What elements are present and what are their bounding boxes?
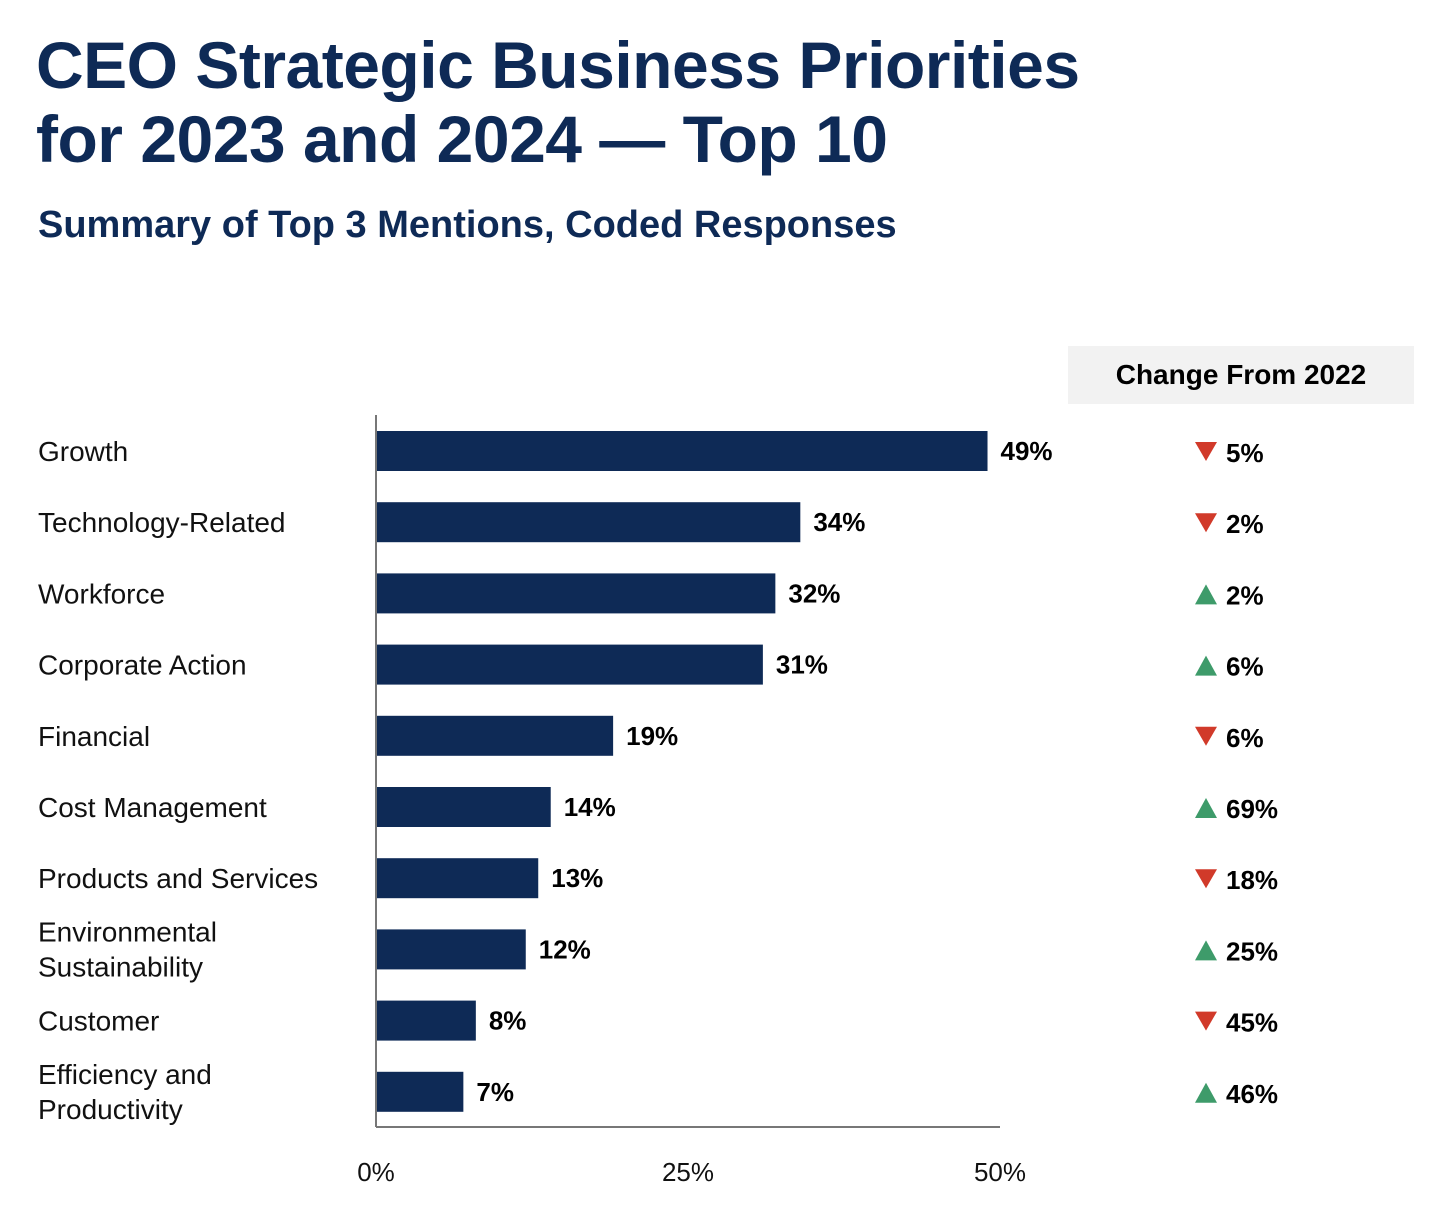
value-label: 32%: [788, 578, 840, 608]
category-label: Workforce: [38, 578, 165, 609]
bar: [377, 858, 539, 899]
category-label: Growth: [38, 436, 128, 467]
change-column-header: Change From 2022: [1068, 346, 1414, 404]
category-label: Cost Management: [38, 792, 267, 823]
chart-title: CEO Strategic Business Priorities for 20…: [36, 28, 1080, 176]
category-label: Customer: [38, 1006, 159, 1037]
bar: [377, 1000, 476, 1041]
change-label: 46%: [1226, 1079, 1278, 1109]
value-label: 8%: [489, 1006, 527, 1036]
category-label: Technology-Related: [38, 507, 286, 538]
x-tick-label: 25%: [662, 1157, 714, 1187]
value-label: 19%: [626, 721, 678, 751]
bar: [377, 1071, 464, 1112]
value-label: 34%: [813, 507, 865, 537]
change-label: 25%: [1226, 936, 1278, 966]
change-label: 45%: [1226, 1008, 1278, 1038]
change-label: 18%: [1226, 865, 1278, 895]
up-arrow-icon: [1195, 1082, 1217, 1103]
category-label: Sustainability: [38, 951, 203, 982]
value-label: 7%: [476, 1077, 514, 1107]
bar: [377, 929, 526, 970]
change-label: 5%: [1226, 438, 1264, 468]
bar: [377, 644, 763, 685]
category-label: Products and Services: [38, 863, 318, 894]
category-label: Corporate Action: [38, 650, 247, 681]
change-label: 2%: [1226, 580, 1264, 610]
change-label: 69%: [1226, 794, 1278, 824]
value-label: 49%: [1001, 436, 1053, 466]
change-label: 2%: [1226, 509, 1264, 539]
bar: [377, 431, 988, 471]
value-label: 14%: [564, 792, 616, 822]
change-label: 6%: [1226, 723, 1264, 753]
chart-subtitle: Summary of Top 3 Mentions, Coded Respons…: [38, 204, 897, 246]
down-arrow-icon: [1195, 442, 1217, 461]
down-arrow-icon: [1195, 869, 1217, 889]
category-label: Productivity: [38, 1094, 183, 1125]
x-tick-label: 0%: [357, 1157, 395, 1187]
category-label: Efficiency and: [38, 1059, 212, 1090]
down-arrow-icon: [1195, 513, 1217, 533]
down-arrow-icon: [1195, 1011, 1217, 1031]
bar: [377, 573, 776, 614]
up-arrow-icon: [1195, 940, 1217, 961]
change-label: 6%: [1226, 652, 1264, 682]
up-arrow-icon: [1195, 798, 1217, 818]
bar: [377, 502, 801, 543]
category-label: Financial: [38, 721, 150, 752]
up-arrow-icon: [1195, 584, 1217, 605]
value-label: 31%: [776, 650, 828, 680]
value-label: 13%: [551, 863, 603, 893]
bar: [377, 787, 551, 827]
category-label: Environmental: [38, 916, 217, 947]
bar: [377, 715, 614, 756]
value-label: 12%: [539, 934, 591, 964]
x-tick-label: 50%: [974, 1157, 1026, 1187]
up-arrow-icon: [1195, 655, 1217, 676]
down-arrow-icon: [1195, 726, 1217, 746]
